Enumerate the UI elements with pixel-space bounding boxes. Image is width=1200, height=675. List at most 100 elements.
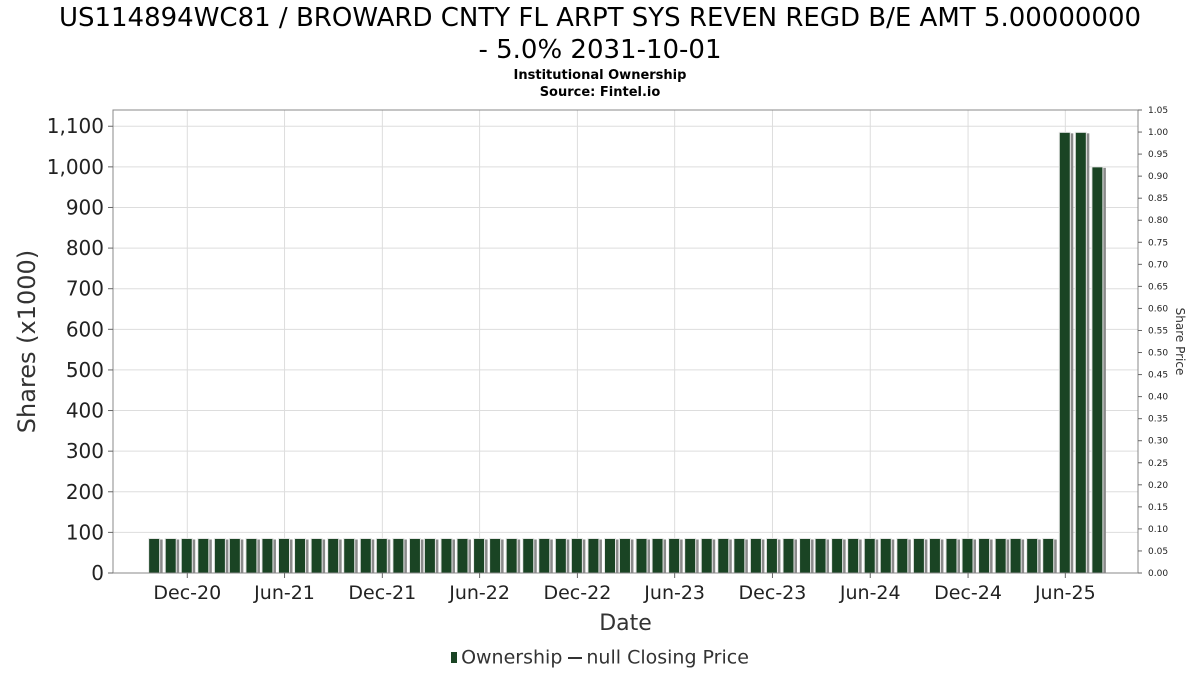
ownership-chart: 0 100 200 300 400 500 600 700 800 900 1,000 1,100 0… — [13, 106, 1187, 636]
ownership-bar — [668, 537, 681, 574]
ownership-bar — [392, 537, 405, 574]
grid — [113, 110, 1138, 573]
chart-source: Source: Fintel.io — [539, 85, 661, 100]
y2-tick-label: 0.00 — [1148, 569, 1168, 579]
y-tick-label: 500 — [66, 358, 104, 382]
y-tick-label: 400 — [66, 399, 104, 423]
ownership-bar — [994, 537, 1007, 574]
y-tick-label: 800 — [66, 236, 104, 260]
y2-axis-title: Share Price — [1173, 308, 1187, 376]
ownership-bar — [1009, 537, 1022, 574]
ownership-bar — [570, 537, 583, 574]
y-tick-label: 600 — [66, 317, 104, 341]
y2-tick-label: 1.05 — [1148, 106, 1168, 116]
y2-tick-label: 0.90 — [1148, 172, 1168, 182]
y-tick-label: 1,100 — [47, 114, 104, 138]
y2-tick-label: 0.80 — [1148, 216, 1168, 226]
y2-tick-label: 0.55 — [1148, 326, 1168, 336]
ownership-bar — [635, 537, 648, 574]
ownership-bar — [847, 537, 860, 574]
ownership-bar — [945, 537, 958, 574]
x-tick-label: Jun-24 — [839, 582, 901, 604]
y-tick-label: 200 — [66, 480, 104, 504]
ownership-bar — [228, 537, 241, 574]
x-tick-label: Dec-21 — [348, 582, 416, 604]
y2-tick-label: 0.40 — [1148, 393, 1168, 403]
ownership-bar — [408, 537, 421, 574]
ownership-bar — [213, 537, 226, 574]
ownership-bar — [879, 537, 892, 574]
y-axis-title: Shares (x1000) — [13, 250, 41, 433]
ownership-bar — [473, 537, 486, 574]
ownership-bar — [148, 537, 161, 574]
plot-frame — [112, 109, 1139, 574]
x-axis-title: Date — [599, 611, 652, 636]
y2-tick-label: 0.50 — [1148, 349, 1168, 359]
ownership-bar — [375, 537, 388, 574]
x-tick-label: Jun-21 — [253, 582, 315, 604]
ownership-bar — [604, 537, 617, 574]
y-tick-label: 0 — [91, 561, 104, 585]
y-tick-label: 1,000 — [47, 155, 104, 179]
ownership-bar — [278, 537, 291, 574]
y2-tick-label: 0.05 — [1148, 547, 1168, 557]
ownership-bar — [814, 537, 827, 574]
x-tick-label: Jun-25 — [1034, 582, 1096, 604]
ownership-bar — [343, 537, 356, 574]
ownership-bar — [310, 537, 323, 574]
ownership-bar — [651, 537, 664, 574]
y2-tick-label: 0.45 — [1148, 371, 1168, 381]
ownership-bar — [522, 537, 535, 574]
ownership-bar — [538, 537, 551, 574]
y2-tick-label: 0.30 — [1148, 437, 1168, 447]
ownership-bar — [164, 537, 177, 574]
ownership-bar — [896, 537, 909, 574]
y2-tick-label: 1.00 — [1148, 128, 1168, 138]
ownership-bar — [1042, 537, 1055, 574]
x-axis: Dec-20 Jun-21 Dec-21 Jun-22 Dec-22 Jun-23 Dec-… — [153, 573, 1096, 604]
y-tick-label: 300 — [66, 439, 104, 463]
x-tick-label: Jun-23 — [643, 582, 705, 604]
ownership-bar — [961, 537, 974, 574]
ownership-bar — [863, 537, 876, 574]
y2-tick-label: 0.25 — [1148, 459, 1168, 469]
ownership-bar — [197, 537, 210, 574]
ownership-bar — [327, 537, 340, 574]
ownership-bar — [440, 537, 453, 574]
ownership-bar — [489, 537, 502, 574]
y2-tick-label: 0.60 — [1148, 304, 1168, 314]
chart-subtitle: Institutional Ownership — [513, 68, 687, 83]
ownership-bar — [587, 537, 600, 574]
x-tick-label: Dec-22 — [543, 582, 611, 604]
ownership-bar — [180, 537, 193, 574]
y2-tick-label: 0.85 — [1148, 194, 1168, 204]
y-tick-label: 900 — [66, 195, 104, 219]
ownership-bar — [928, 537, 941, 574]
y2-tick-label: 0.95 — [1148, 150, 1168, 160]
y2-tick-label: 0.20 — [1148, 481, 1168, 491]
x-tick-label: Dec-20 — [153, 582, 221, 604]
y-axis-right: 0.00 0.05 0.10 0.15 0.20 0.25 0.30 0.35 0.40 0.45… — [1138, 106, 1168, 579]
ownership-bar — [831, 537, 844, 574]
legend: Ownership null Closing Price — [0, 646, 1200, 669]
ownership-legend-label: Ownership — [461, 646, 563, 669]
ownership-bar — [1091, 166, 1104, 574]
chart-title-line2: - 5.0% 2031-10-01 — [478, 35, 722, 65]
ownership-bar — [782, 537, 795, 574]
y-tick-label: 100 — [66, 520, 104, 544]
y2-tick-label: 0.10 — [1148, 525, 1168, 535]
ownership-bar — [618, 537, 631, 574]
x-tick-label: Dec-24 — [934, 582, 1002, 604]
ownership-bar — [423, 537, 436, 574]
ownership-bar — [717, 537, 730, 574]
y2-tick-label: 0.35 — [1148, 415, 1168, 425]
ownership-bar — [684, 537, 697, 574]
y2-tick-label: 0.65 — [1148, 282, 1168, 292]
x-tick-label: Jun-22 — [448, 582, 510, 604]
ownership-bar — [456, 537, 469, 574]
ownership-bar — [1026, 537, 1039, 574]
ownership-legend-swatch — [451, 652, 458, 663]
y-axis-left: 0 100 200 300 400 500 600 700 800 900 1,000 1,100 — [47, 114, 113, 585]
ownership-bar — [505, 537, 518, 574]
ownership-bar — [749, 537, 762, 574]
